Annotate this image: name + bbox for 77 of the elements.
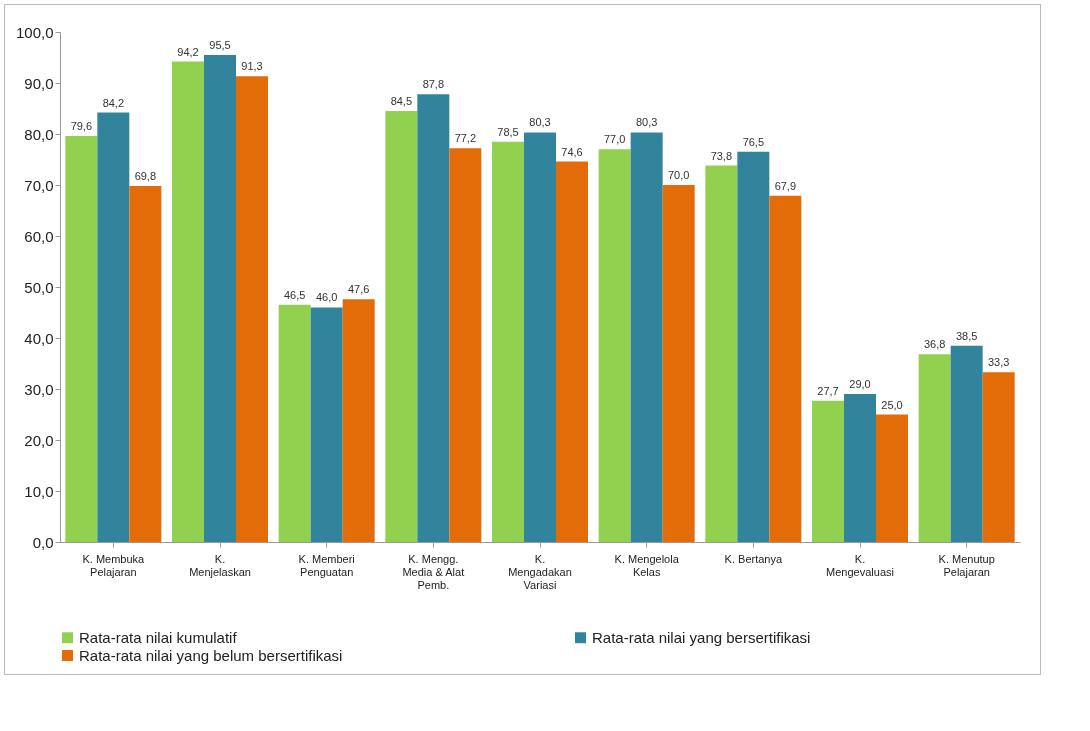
bar [278,304,311,542]
data-label: 36,8 [923,338,946,351]
data-label: 25,0 [881,398,903,411]
y-tick-label: 80,0 [24,125,54,143]
y-tick-label: 40,0 [24,329,54,347]
x-tick-label: K. Membuka Pelajaran [82,552,146,578]
bar [172,61,204,542]
bar [449,148,482,542]
data-label: 67,9 [774,179,797,192]
bar [950,345,983,542]
data-label: 87,8 [422,78,445,91]
bar [310,307,343,542]
bar [65,136,98,542]
x-tick-label: K. Menutup Pelajaran [938,552,995,578]
data-label: 80,3 [529,116,551,129]
y-tick-label: 90,0 [24,74,54,92]
bar [769,195,802,542]
data-label: 29,0 [849,378,871,391]
data-label: 77,2 [454,132,477,145]
data-label: 38,5 [955,329,978,342]
bar [97,112,130,542]
x-tick-label: K. Mengadakan Variasi [508,552,572,591]
bar [918,354,951,542]
data-label: 78,5 [497,125,519,138]
x-tick-label: K. Mengevaluasi [826,552,894,578]
legend-label: Rata-rata nilai yang belum bersertifikasi [79,646,343,664]
bar [204,54,236,542]
data-label: 79,6 [70,120,93,133]
bar [705,165,738,542]
x-tick-label: K. Memberi Penguatan [298,552,355,578]
bar [129,186,162,542]
data-label: 70,0 [667,169,690,181]
data-label: 27,7 [817,384,839,397]
data-label: 73,8 [710,149,733,162]
data-label: 84,2 [102,96,125,109]
bar [598,149,631,542]
data-label: 94,2 [177,45,199,58]
data-label: 84,5 [390,95,413,108]
data-label: 47,6 [347,283,370,296]
data-label: 69,8 [134,170,157,183]
bar [662,185,695,542]
y-tick-label: 70,0 [24,176,54,194]
bar [417,94,450,542]
bar [844,394,876,542]
x-tick-label: K. Menjelaskan [189,552,251,578]
data-label: 95,5 [209,38,231,51]
data-label: 77,0 [603,133,626,146]
x-tick-label: K. Mengg. Media & Alat Pemb. [402,552,465,591]
data-label: 46,5 [283,288,306,301]
y-tick-label: 50,0 [24,278,54,296]
legend-label: Rata-rata nilai kumulatif [79,628,238,646]
data-label: 80,3 [635,116,658,129]
x-tick-label: K. Mengelola Kelas [614,552,680,578]
bar [236,76,268,542]
bar [342,299,375,542]
y-tick-label: 30,0 [24,380,54,398]
x-tick-label: K. Bertanya [724,552,783,565]
y-tick-label: 20,0 [24,431,54,449]
legend-label: Rata-rata nilai yang bersertifikasi [592,628,811,646]
y-tick-label: 10,0 [24,482,54,500]
bar [982,372,1015,542]
data-label: 74,6 [561,145,583,158]
data-label: 33,3 [987,356,1010,369]
data-label: 76,5 [742,135,765,148]
bar [876,414,908,542]
y-tick-label: 60,0 [24,227,54,245]
bar [630,132,663,542]
bar [812,400,844,542]
bar [737,151,770,542]
bar [556,161,588,542]
y-tick-label: 0,0 [32,533,54,551]
bar [492,141,524,542]
bar [385,111,418,542]
y-tick-label: 100,0 [15,23,54,41]
data-label: 91,3 [241,60,263,73]
bar [524,132,556,542]
data-label: 46,0 [315,291,338,304]
